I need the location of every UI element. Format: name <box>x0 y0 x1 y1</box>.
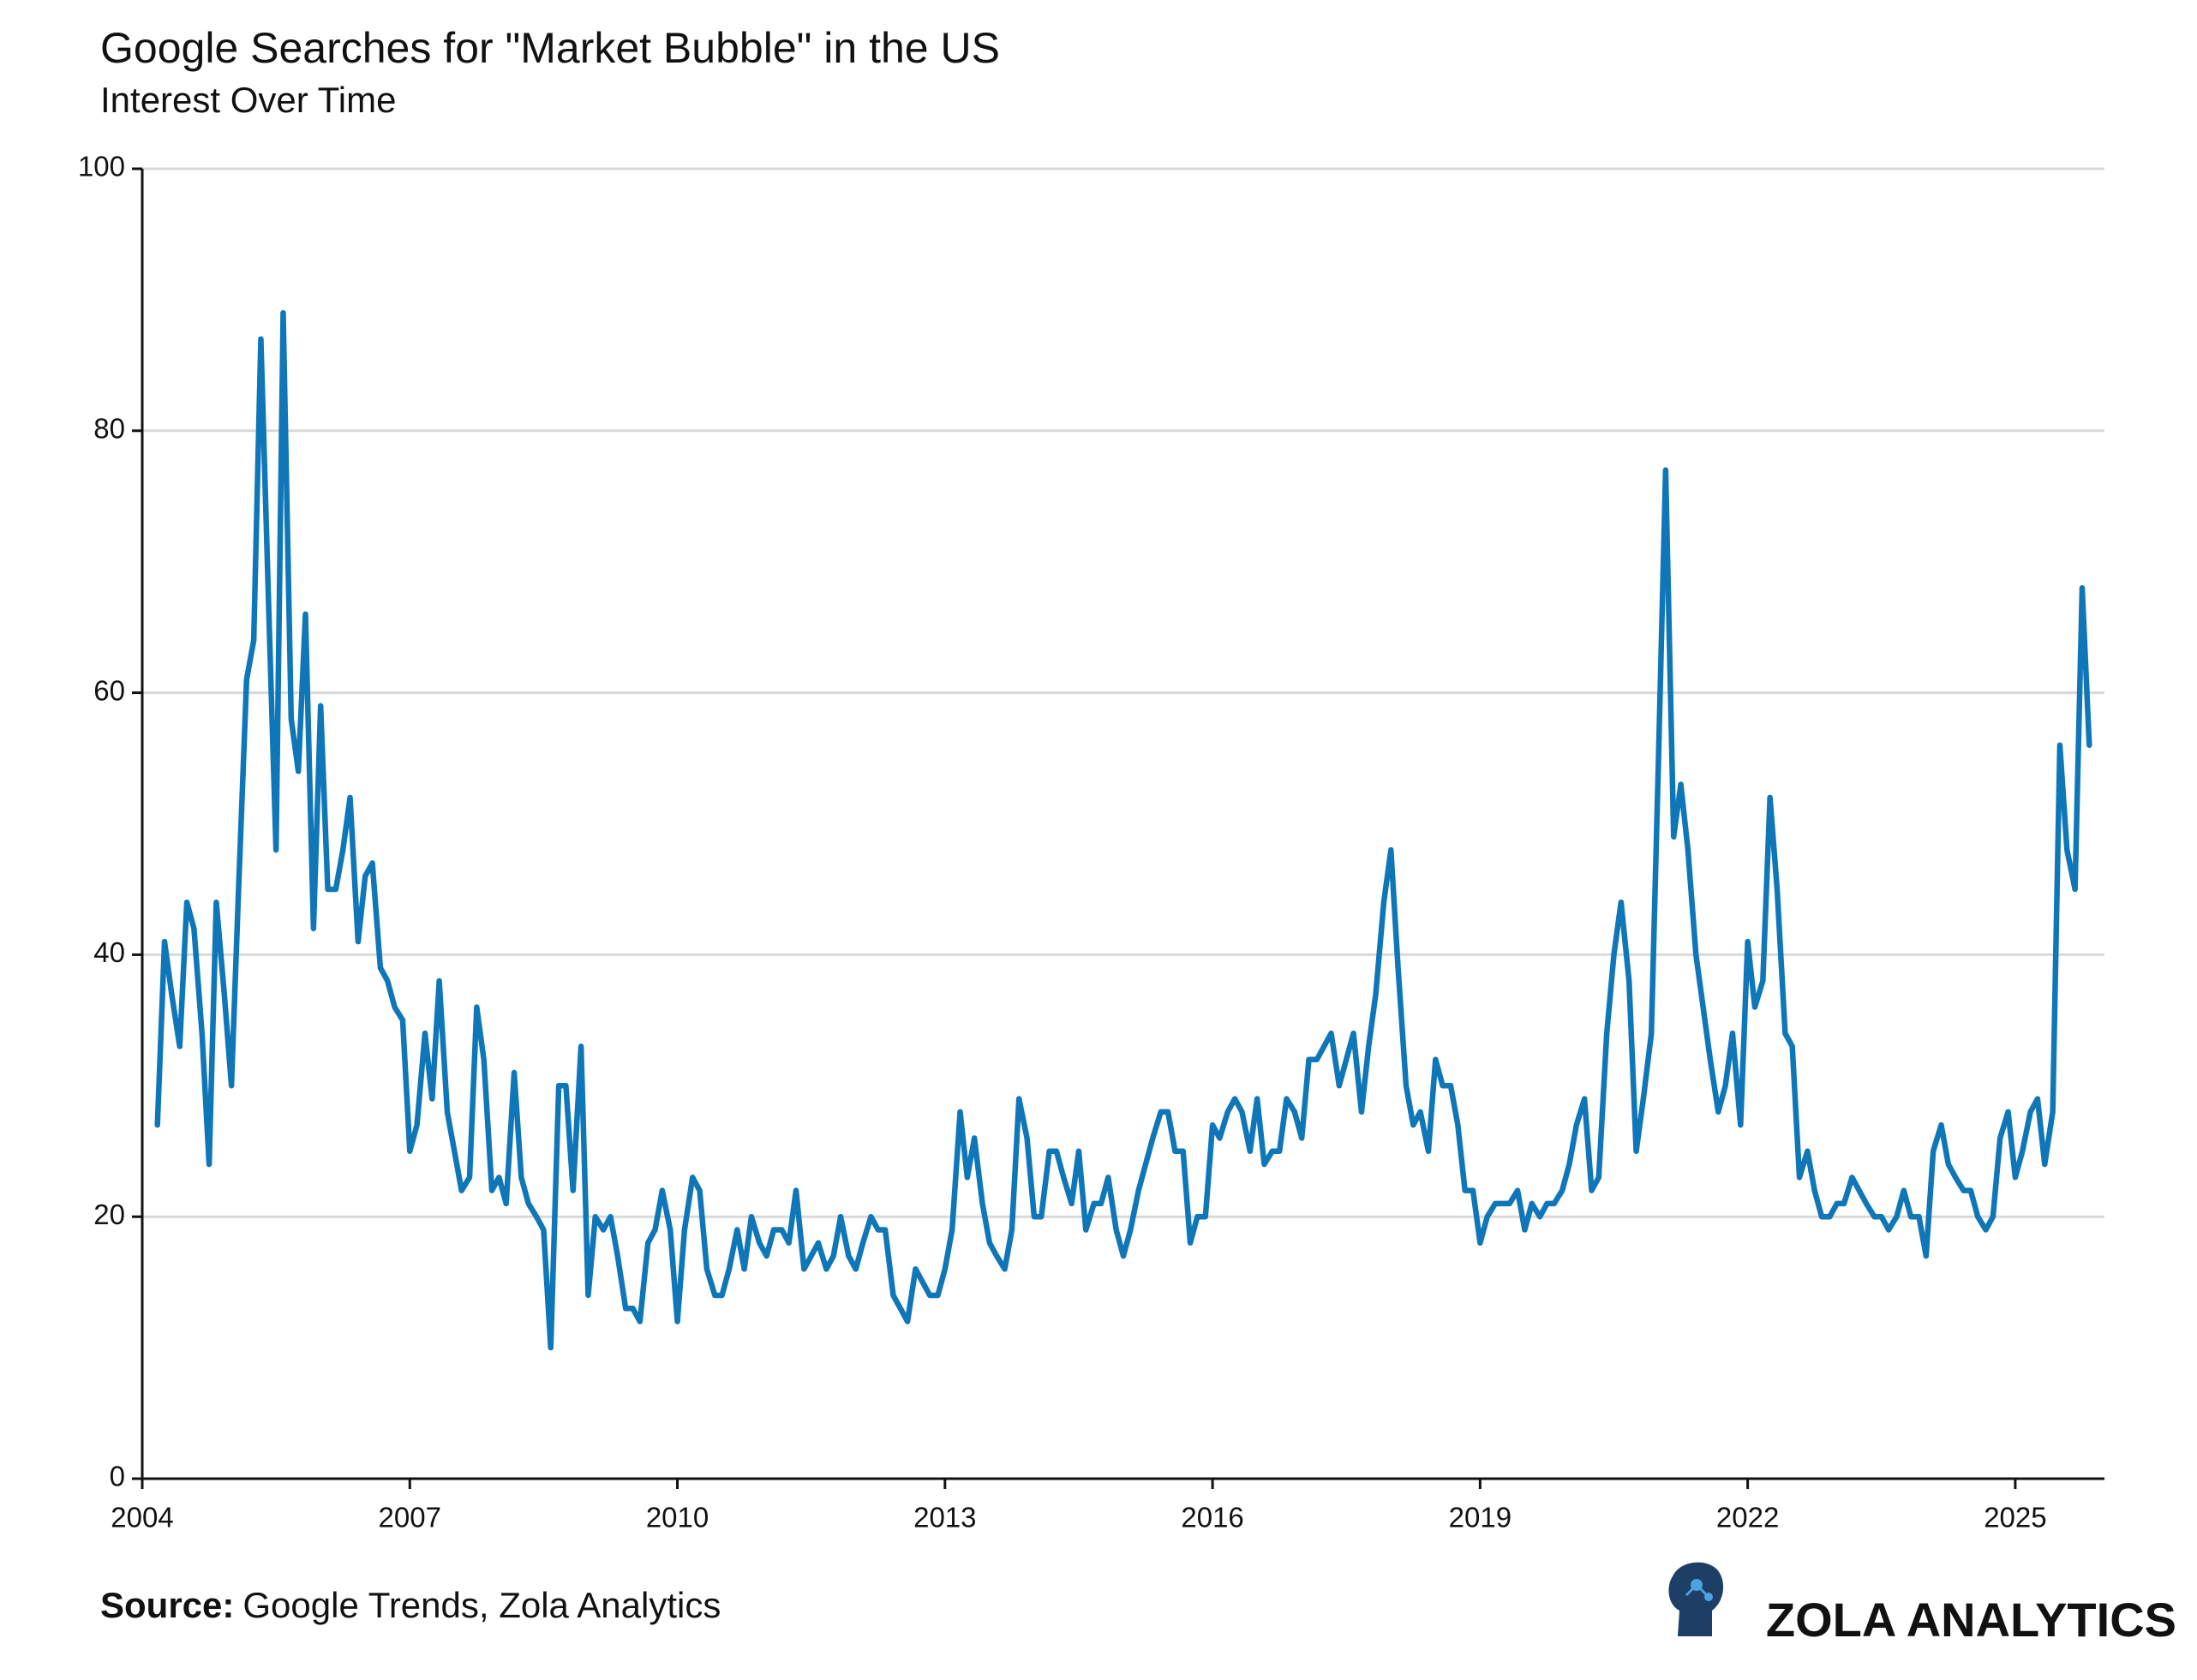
source-label: Source: <box>100 1585 234 1625</box>
x-tick-label: 2025 <box>1984 1502 2046 1534</box>
y-tick-label: 60 <box>93 674 125 706</box>
x-tick-label: 2019 <box>1449 1502 1512 1534</box>
chart-title: Google Searches for "Market Bubble" in t… <box>100 24 1000 72</box>
y-tick-label: 80 <box>93 413 125 445</box>
y-tick-label: 40 <box>93 936 125 968</box>
source-note: Source: Google Trends, Zola Analytics <box>100 1585 721 1625</box>
y-tick-label: 20 <box>93 1199 125 1230</box>
brand-logo <box>1668 1562 1724 1636</box>
x-tick-label: 2016 <box>1181 1502 1243 1534</box>
x-tick-label: 2022 <box>1716 1502 1779 1534</box>
data-line <box>154 309 2092 1351</box>
logo-head <box>1668 1562 1724 1636</box>
x-tick-label: 2013 <box>913 1502 976 1534</box>
x-tick-label: 2007 <box>379 1502 441 1534</box>
x-tick-label: 2010 <box>646 1502 709 1534</box>
y-tick-label: 0 <box>110 1461 125 1492</box>
x-tick-label: 2004 <box>111 1502 173 1534</box>
brand-name: ZOLA ANALYTICS <box>1766 1593 2176 1647</box>
logo-circuit <box>1685 1583 1710 1599</box>
source-text: Google Trends, Zola Analytics <box>242 1585 721 1625</box>
chart-subtitle: Interest Over Time <box>100 80 396 120</box>
y-tick-label: 100 <box>78 151 125 182</box>
